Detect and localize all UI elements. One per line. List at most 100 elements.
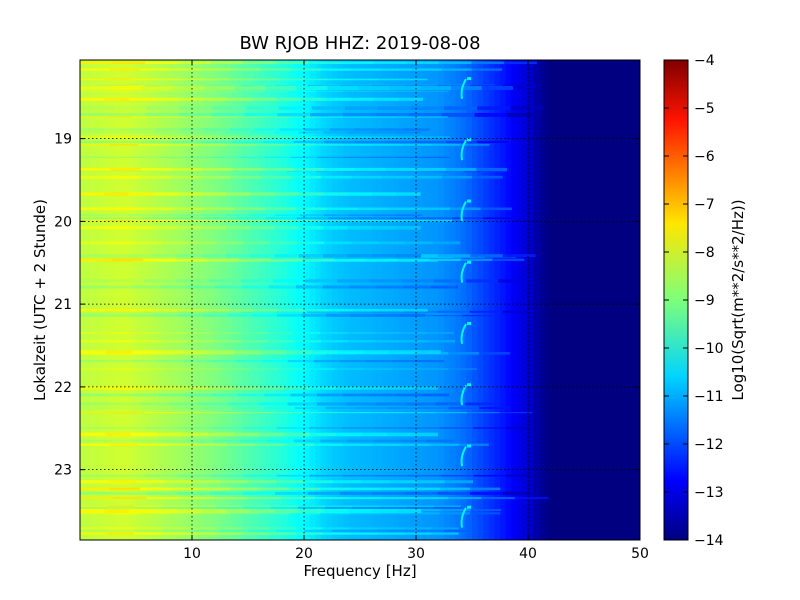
heatmap-streak xyxy=(134,505,163,507)
heatmap-streak xyxy=(156,386,183,390)
heatmap-streak xyxy=(358,217,391,220)
heatmap-streak xyxy=(429,443,460,446)
colorbar-tick-label: −4 xyxy=(694,53,715,69)
heatmap-streak xyxy=(299,214,325,217)
heatmap-streak xyxy=(112,427,147,429)
heatmap-streak xyxy=(201,509,227,514)
heatmap-streak xyxy=(80,491,114,495)
heatmap-streak xyxy=(347,497,382,500)
heatmap-streak xyxy=(467,412,500,414)
y-tick-label: 19 xyxy=(54,132,72,148)
heatmap-streak xyxy=(342,116,370,118)
heatmap-streak xyxy=(211,393,239,397)
heatmap-streak xyxy=(128,254,154,258)
heatmap-streak xyxy=(343,393,371,397)
heatmap-streak xyxy=(144,279,177,283)
heatmap-streak xyxy=(474,112,508,117)
heatmap-streak xyxy=(294,340,322,343)
heatmap-streak xyxy=(106,90,134,92)
heatmap-streak xyxy=(80,350,107,354)
heatmap-streak xyxy=(381,68,412,71)
heatmap-streak xyxy=(420,217,453,220)
heatmap-streak xyxy=(274,131,300,134)
heatmap-streak xyxy=(111,258,144,261)
heatmap-column xyxy=(477,60,484,540)
colorbar-tick-label: −13 xyxy=(694,485,724,501)
spectral-line-dot xyxy=(467,444,472,448)
heatmap-streak xyxy=(370,136,398,138)
heatmap-streak xyxy=(134,241,162,245)
heatmap-streak xyxy=(159,156,186,159)
heatmap-column xyxy=(180,60,187,540)
heatmap-column xyxy=(488,60,495,540)
heatmap-streak xyxy=(185,136,213,138)
heatmap-streak xyxy=(350,532,378,535)
heatmap-streak xyxy=(128,192,154,196)
heatmap-streak xyxy=(80,386,107,390)
heatmap-streak xyxy=(440,427,474,429)
heatmap-streak xyxy=(505,427,540,429)
heatmap-streak xyxy=(304,529,333,532)
heatmap-streak xyxy=(384,167,416,172)
heatmap-streak xyxy=(229,487,261,491)
x-tick-label: 40 xyxy=(519,546,537,562)
heatmap-streak xyxy=(254,128,280,131)
heatmap-streak xyxy=(326,313,352,317)
heatmap-streak xyxy=(303,78,329,81)
heatmap-column xyxy=(494,60,501,540)
heatmap-streak xyxy=(394,116,422,118)
heatmap-column xyxy=(80,60,87,540)
heatmap-streak xyxy=(213,439,241,443)
heatmap-streak xyxy=(347,225,373,230)
colorbar-tick-label: −7 xyxy=(694,197,715,213)
heatmap-streak xyxy=(107,505,135,507)
heatmap-streak xyxy=(104,128,131,131)
spectral-line-dot xyxy=(467,383,472,387)
heatmap-streak xyxy=(177,61,211,65)
heatmap-streak xyxy=(241,412,275,414)
heatmap-streak xyxy=(360,386,387,390)
colorbar-tick-label: −14 xyxy=(694,533,724,549)
heatmap-streak xyxy=(378,241,406,245)
heatmap-streak xyxy=(269,241,298,245)
heatmap-streak xyxy=(80,214,105,217)
heatmap-streak xyxy=(342,90,370,92)
heatmap-column xyxy=(259,60,266,540)
heatmap-streak xyxy=(168,402,200,406)
heatmap-streak xyxy=(133,439,161,443)
heatmap-streak xyxy=(290,393,318,397)
heatmap-column xyxy=(192,60,199,540)
heatmap-streak xyxy=(323,527,351,530)
plot-frame xyxy=(79,59,641,541)
heatmap-streak xyxy=(313,359,341,363)
heatmap-streak xyxy=(178,313,204,317)
heatmap-streak xyxy=(360,480,389,484)
heatmap-streak xyxy=(503,61,537,65)
heatmap-streak xyxy=(374,340,402,343)
heatmap-streak xyxy=(242,310,276,313)
heatmap-streak xyxy=(476,140,508,144)
heatmap-streak xyxy=(239,219,267,222)
heatmap-streak xyxy=(284,443,314,446)
heatmap-streak xyxy=(473,474,507,477)
heatmap-streak xyxy=(144,412,178,414)
heatmap-streak xyxy=(157,359,185,363)
heatmap-streak xyxy=(396,131,422,134)
heatmap-streak xyxy=(140,175,171,179)
heatmap-streak xyxy=(365,359,393,363)
heatmap-streak xyxy=(146,497,181,500)
heatmap-streak xyxy=(311,106,346,110)
heatmap-streak xyxy=(153,313,180,317)
heatmap-streak xyxy=(280,497,315,500)
heatmap-streak xyxy=(391,368,421,370)
colorbar-tick-label: −5 xyxy=(694,101,715,117)
heatmap-streak xyxy=(377,532,405,535)
heatmap-streak xyxy=(404,527,432,530)
heatmap-streak xyxy=(206,258,240,261)
heatmap-streak xyxy=(234,350,261,354)
heatmap-streak xyxy=(326,207,358,211)
heatmap-column xyxy=(91,60,98,540)
heatmap-streak xyxy=(107,527,135,530)
heatmap-streak xyxy=(159,332,188,334)
heatmap-streak xyxy=(370,156,397,159)
